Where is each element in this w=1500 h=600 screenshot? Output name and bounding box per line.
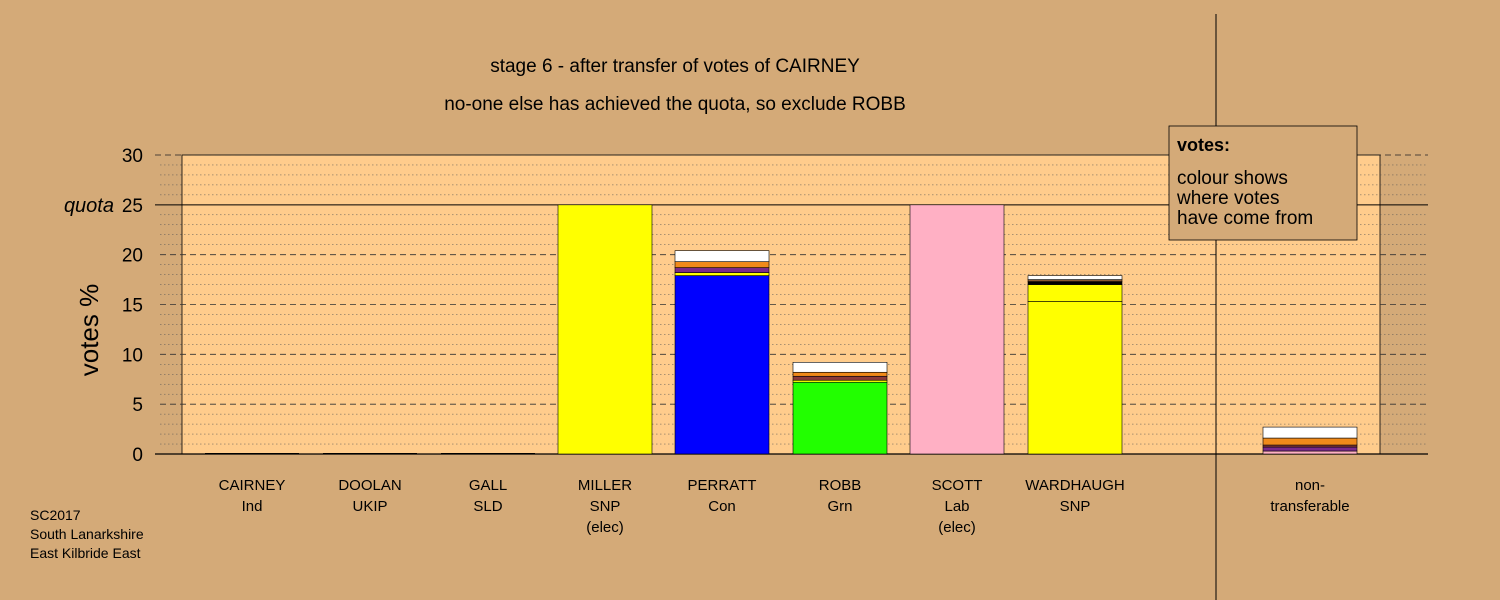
bar-segment	[1027, 281, 1123, 285]
bar-segment	[1027, 275, 1123, 280]
bars	[205, 204, 1358, 455]
bar-segment	[792, 381, 888, 455]
y-axis-ticks: 0 5 10 15 20 25 30	[122, 146, 143, 466]
category-label: Lab	[944, 498, 969, 515]
quota-label: quota	[64, 195, 114, 217]
y-tick-label: 5	[132, 395, 143, 416]
category-label: ROBB	[819, 477, 862, 494]
y-axis-label: votes %	[74, 284, 104, 377]
category-label: SLD	[473, 498, 502, 515]
category-label: (elec)	[938, 519, 976, 536]
legend: votes: colour shows where votes have com…	[1168, 125, 1358, 241]
bar-segment	[1027, 301, 1123, 455]
category-label: SNP	[590, 498, 621, 515]
legend-title: votes:	[1177, 135, 1230, 155]
legend-line-2: where votes	[1176, 188, 1279, 209]
legend-box	[1168, 125, 1358, 241]
category-label: Grn	[827, 498, 852, 515]
bar-segment	[674, 267, 770, 273]
category-label: UKIP	[352, 498, 387, 515]
legend-line-1: colour shows	[1177, 168, 1288, 189]
y-tick-label: 25	[122, 196, 143, 217]
category-label: SNP	[1060, 498, 1091, 515]
bar-segment	[1262, 437, 1358, 446]
footer-line-2: South Lanarkshire	[30, 526, 144, 542]
bar-segment	[674, 250, 770, 262]
category-label: non-	[1295, 477, 1325, 494]
bar-segment	[557, 204, 653, 455]
bar-segment	[1262, 426, 1358, 439]
y-tick-label: 15	[122, 296, 143, 317]
bar-segment	[1262, 446, 1358, 452]
chart-subtitle: no-one else has achieved the quota, so e…	[444, 94, 906, 115]
category-label: PERRATT	[688, 477, 757, 494]
category-label: SCOTT	[932, 477, 983, 494]
chart-title: stage 6 - after transfer of votes of CAI…	[490, 56, 860, 77]
footer: SC2017 South Lanarkshire East Kilbride E…	[30, 507, 144, 561]
category-label: DOOLAN	[338, 477, 401, 494]
category-labels: CAIRNEY Ind DOOLAN UKIP GALL SLD MILLER SNP (ele…	[219, 477, 1350, 536]
bar-segment	[674, 275, 770, 455]
bar-segment	[1262, 450, 1358, 455]
category-label: (elec)	[586, 519, 624, 536]
category-label: MILLER	[578, 477, 632, 494]
y-tick-label: 20	[122, 246, 143, 267]
bar-segment	[674, 261, 770, 268]
category-label: Ind	[242, 498, 263, 515]
footer-line-3: East Kilbride East	[30, 545, 141, 561]
y-tick-label: 10	[122, 345, 143, 366]
category-label: GALL	[469, 477, 507, 494]
bar-segment	[909, 204, 1005, 455]
category-label: transferable	[1270, 498, 1349, 515]
category-label: CAIRNEY	[219, 477, 286, 494]
bar-segment	[1027, 284, 1123, 302]
y-tick-label: 0	[132, 445, 143, 466]
bar-segment	[792, 362, 888, 373]
bar-segment	[792, 375, 888, 381]
y-tick-label: 30	[122, 146, 143, 167]
bar-segment	[792, 371, 888, 377]
category-label: Con	[708, 498, 736, 515]
footer-line-1: SC2017	[30, 507, 81, 523]
legend-line-3: have come from	[1177, 208, 1313, 229]
bar-segment	[674, 272, 770, 276]
category-label: WARDHAUGH	[1025, 477, 1124, 494]
